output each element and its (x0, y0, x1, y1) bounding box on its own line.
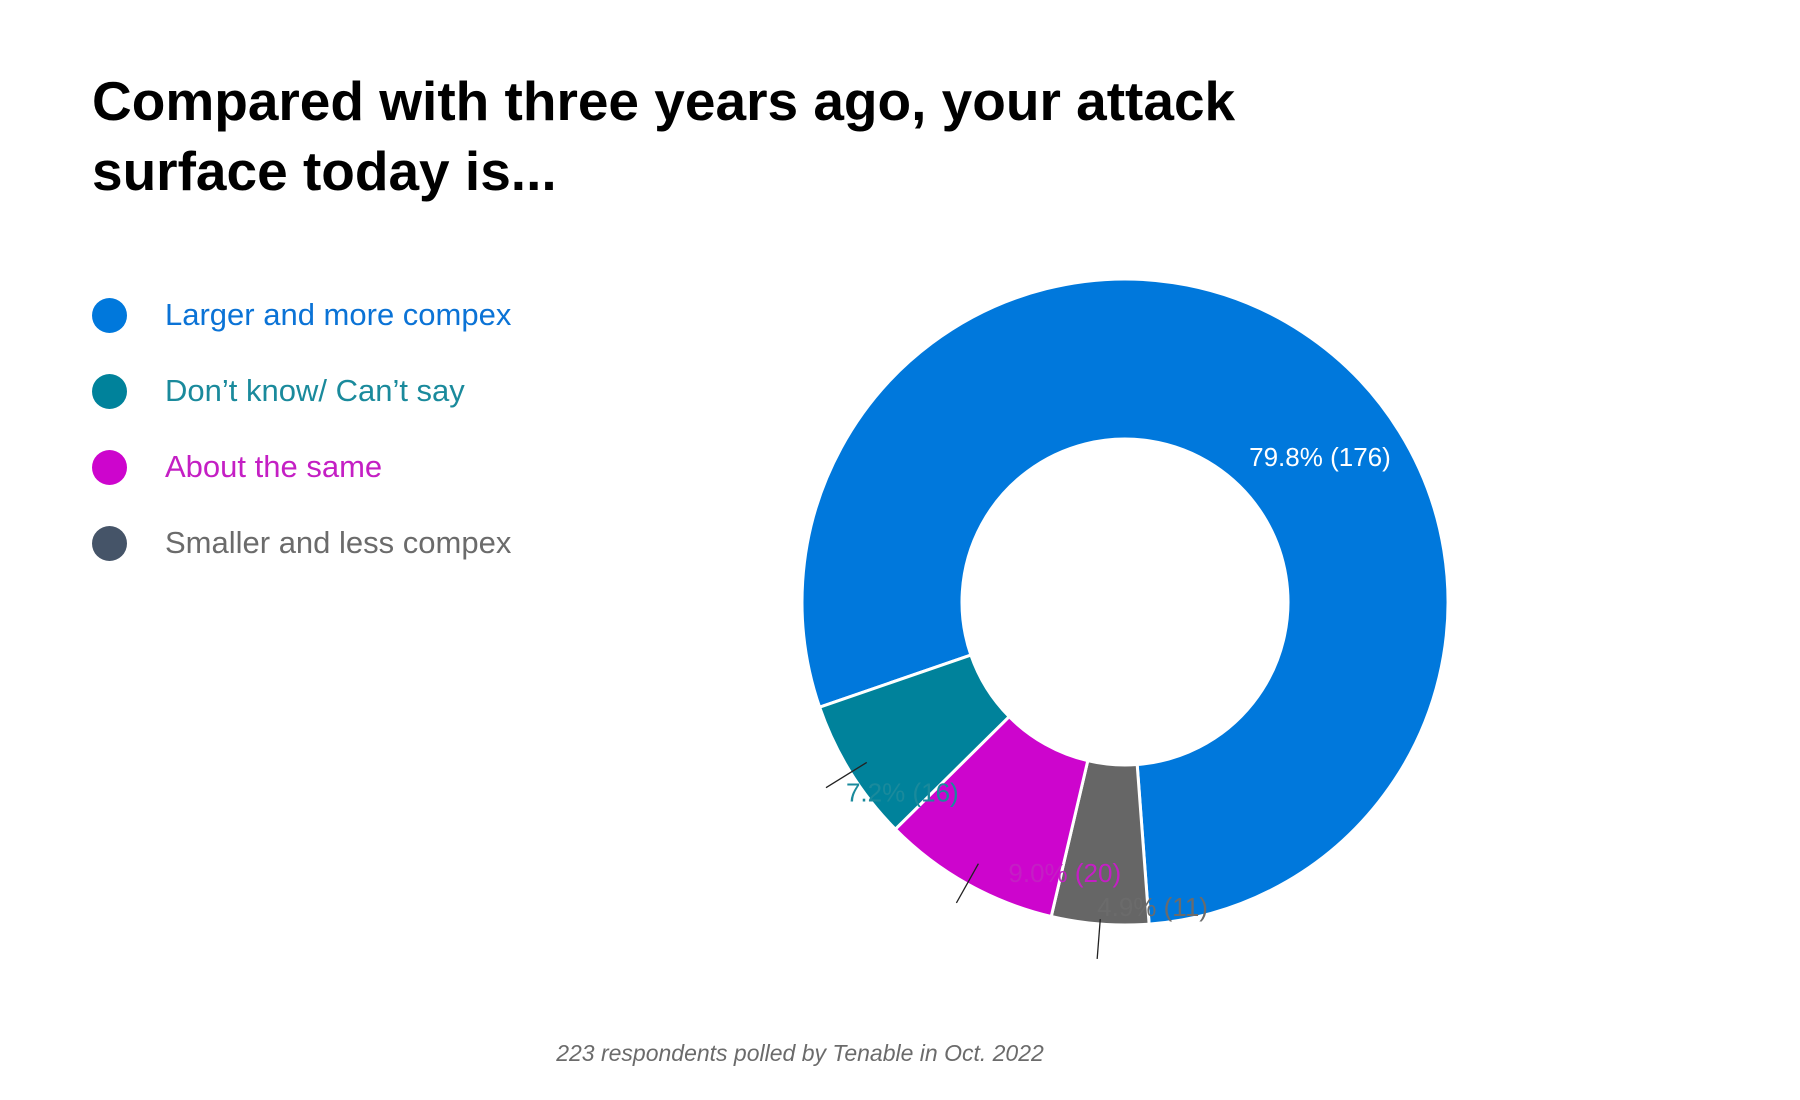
legend-item-smaller: Smaller and less compex (92, 505, 511, 581)
footnote: 223 respondents polled by Tenable in Oct… (556, 1040, 1044, 1066)
leader-line-smaller (1096, 918, 1101, 959)
donut-slice-larger (800, 277, 1450, 926)
legend-item-larger: Larger and more compex (92, 277, 511, 353)
legend-label-dont-know: Don’t know/ Can’t say (165, 373, 465, 408)
legend: Larger and more compex Don’t know/ Can’t… (92, 277, 511, 581)
leader-line-same (955, 863, 979, 904)
donut-slice-dont-know (818, 653, 1011, 831)
legend-label-same: About the same (165, 449, 383, 484)
legend-dot-same (92, 449, 127, 485)
legend-label-smaller: Smaller and less compex (165, 525, 512, 560)
legend-item-dont-know: Don’t know/ Can’t say (92, 353, 511, 429)
slice-label-dont-know: 7.2% (16) (846, 778, 959, 808)
slice-label-same: 9.0% (20) (1008, 858, 1121, 888)
slice-label-smaller: 4.9% (11) (1097, 892, 1208, 922)
leader-line-dont-know (825, 761, 868, 789)
legend-label-larger: Larger and more compex (165, 297, 512, 332)
legend-dot-dont-know (92, 373, 127, 409)
legend-dot-smaller (92, 525, 127, 561)
legend-dot-larger (92, 297, 127, 333)
legend-item-same: About the same (92, 429, 511, 505)
slice-label-larger: 79.8% (176) (1249, 442, 1391, 472)
chart-title: Compared with three years ago, your atta… (92, 70, 1236, 202)
